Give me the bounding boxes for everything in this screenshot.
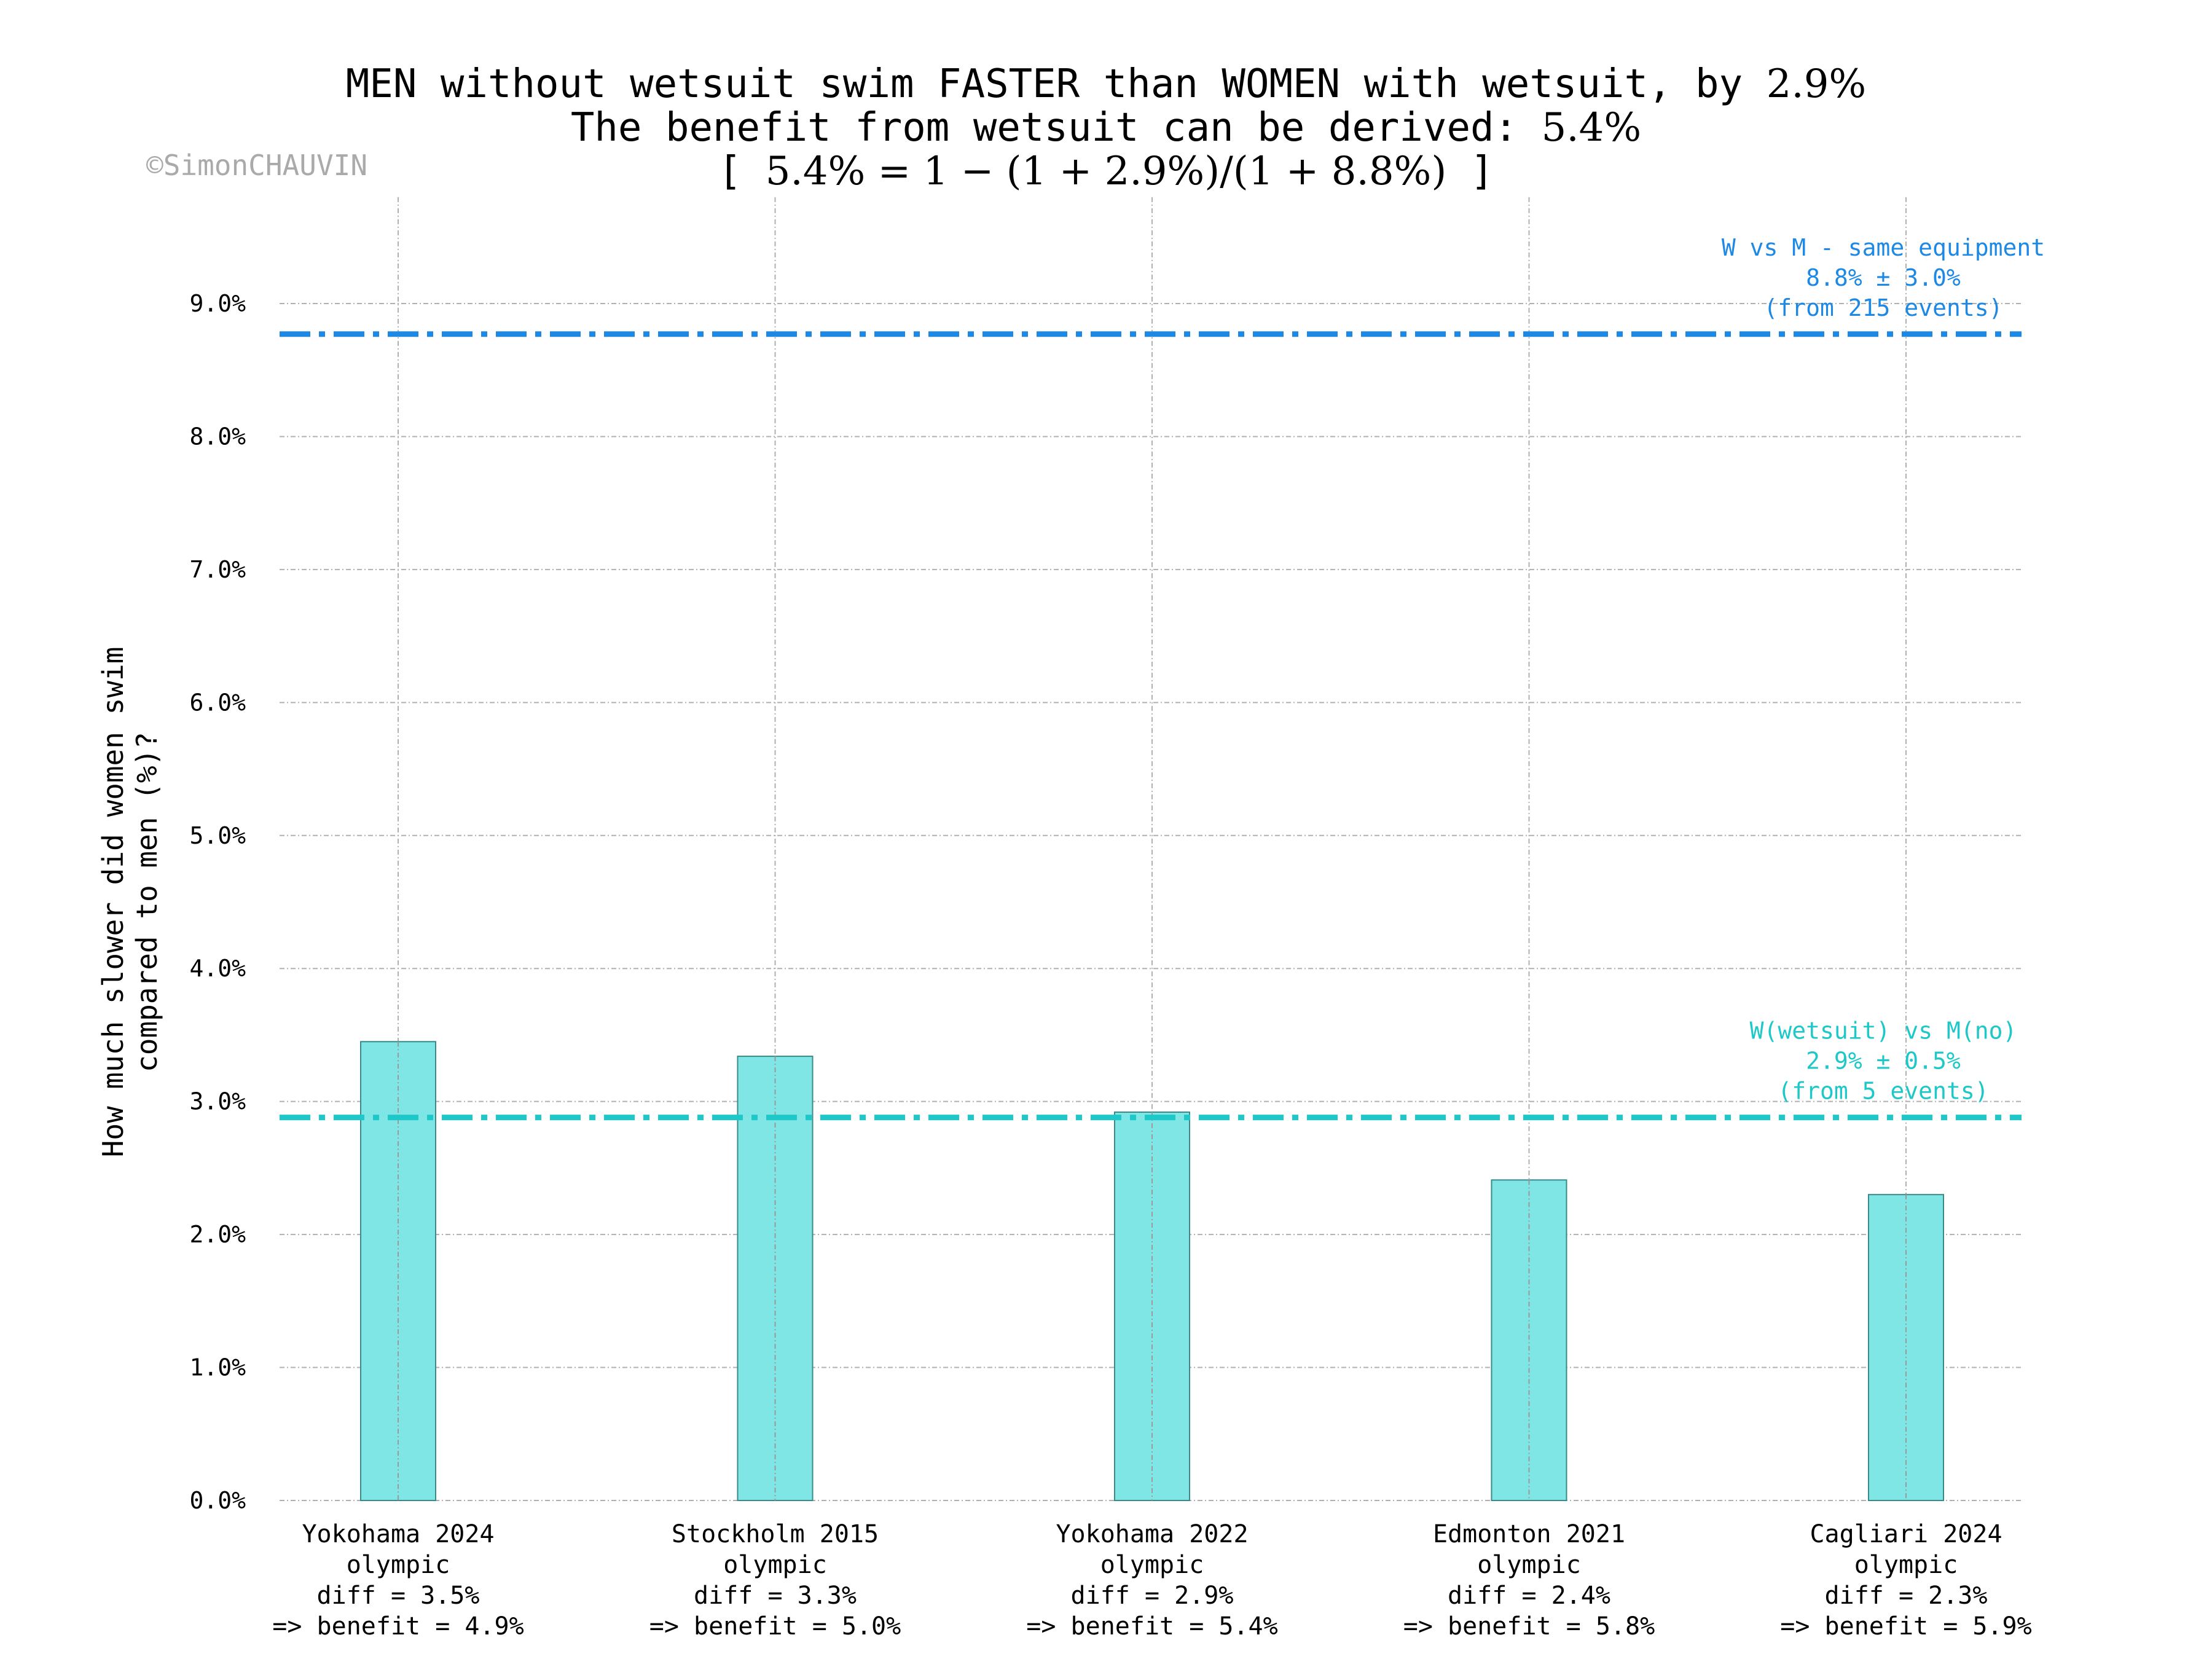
x-tick-label: diff = 2.4% <box>1448 1582 1610 1610</box>
title-line: [ 5.4% = 1 − (1 + 2.9%)/(1 + 8.8%) ] <box>718 149 1494 194</box>
y-tick-label: 6.0% <box>189 689 246 716</box>
x-tick-label: => benefit = 5.4% <box>1026 1612 1277 1641</box>
reference-label: 8.8% ± 3.0% <box>1806 264 1961 291</box>
x-tick-label: diff = 2.9% <box>1071 1582 1234 1610</box>
y-tick-label: 7.0% <box>189 556 246 583</box>
y-axis-label-line: compared to men (%)? <box>130 732 163 1072</box>
title-text: The benefit from wetsuit can be derived: <box>571 105 1542 151</box>
chart-title: MEN without wetsuit swim FASTER than WOM… <box>346 61 1866 194</box>
title-line: The benefit from wetsuit can be derived:… <box>571 105 1641 151</box>
x-tick-label: Yokohama 2022 <box>1056 1520 1248 1548</box>
copyright-label: ©SimonCHAUVIN <box>146 149 367 182</box>
title-text: [ <box>718 149 766 194</box>
y-tick-label: 9.0% <box>189 290 246 317</box>
title-math: 2.9% <box>1767 61 1867 107</box>
x-tick-label: Cagliari 2024 <box>1810 1520 2002 1548</box>
x-tick-label: Stockholm 2015 <box>672 1520 879 1548</box>
y-tick-label: 2.0% <box>189 1221 246 1248</box>
x-tick-label: => benefit = 5.0% <box>649 1612 901 1641</box>
title-suffix: ] <box>1446 149 1494 194</box>
title-text: MEN without wetsuit swim FASTER than WOM… <box>346 61 1767 107</box>
x-tick-label: diff = 3.3% <box>694 1582 857 1610</box>
title-math: 5.4% = 1 − (1 + 2.9%)/(1 + 8.8%) <box>766 149 1447 194</box>
x-tick-label: olympic <box>1100 1551 1204 1579</box>
reference-label: (from 5 events) <box>1778 1078 1988 1105</box>
x-tick-label: diff = 2.3% <box>1825 1582 1988 1610</box>
y-axis-ticks: 0.0% 1.0% 2.0% 3.0% 4.0% 5.0% 6.0% 7.0% 8.0% 9.0% <box>189 290 246 1514</box>
x-tick-label: olympic <box>723 1551 827 1579</box>
x-tick-label: olympic <box>347 1551 450 1579</box>
x-tick-label: Yokohama 2024 <box>302 1520 494 1548</box>
x-tick-label: diff = 3.5% <box>317 1582 480 1610</box>
y-tick-label: 4.0% <box>189 955 246 982</box>
y-axis-label-line: How much slower did women swim <box>96 647 130 1158</box>
reference-label: W vs M - same equipment <box>1722 234 2045 261</box>
x-tick-label: olympic <box>1854 1551 1958 1579</box>
x-tick-label: => benefit = 4.9% <box>272 1612 524 1641</box>
reference-label: W(wetsuit) vs M(no) <box>1750 1018 2017 1045</box>
y-tick-label: 1.0% <box>189 1354 246 1381</box>
reference-label: 2.9% ± 0.5% <box>1806 1048 1961 1075</box>
title-line: MEN without wetsuit swim FASTER than WOM… <box>346 61 1866 107</box>
reference-lines: W vs M - same equipment 8.8% ± 3.0% (from … <box>280 234 2045 1121</box>
y-tick-label: 8.0% <box>189 423 246 450</box>
x-tick-label: olympic <box>1477 1551 1581 1579</box>
x-tick-label: => benefit = 5.8% <box>1403 1612 1655 1641</box>
reference-label: (from 215 events) <box>1764 294 2003 321</box>
x-tick-label: => benefit = 5.9% <box>1780 1612 2031 1641</box>
x-tick-label: Edmonton 2021 <box>1433 1520 1625 1548</box>
y-tick-label: 5.0% <box>189 822 246 849</box>
y-axis-label: How much slower did women swim compared t… <box>96 647 163 1158</box>
bars <box>360 1041 1944 1502</box>
title-math: 5.4% <box>1542 105 1642 151</box>
y-tick-label: 3.0% <box>189 1088 246 1115</box>
y-tick-label: 0.0% <box>189 1487 246 1514</box>
